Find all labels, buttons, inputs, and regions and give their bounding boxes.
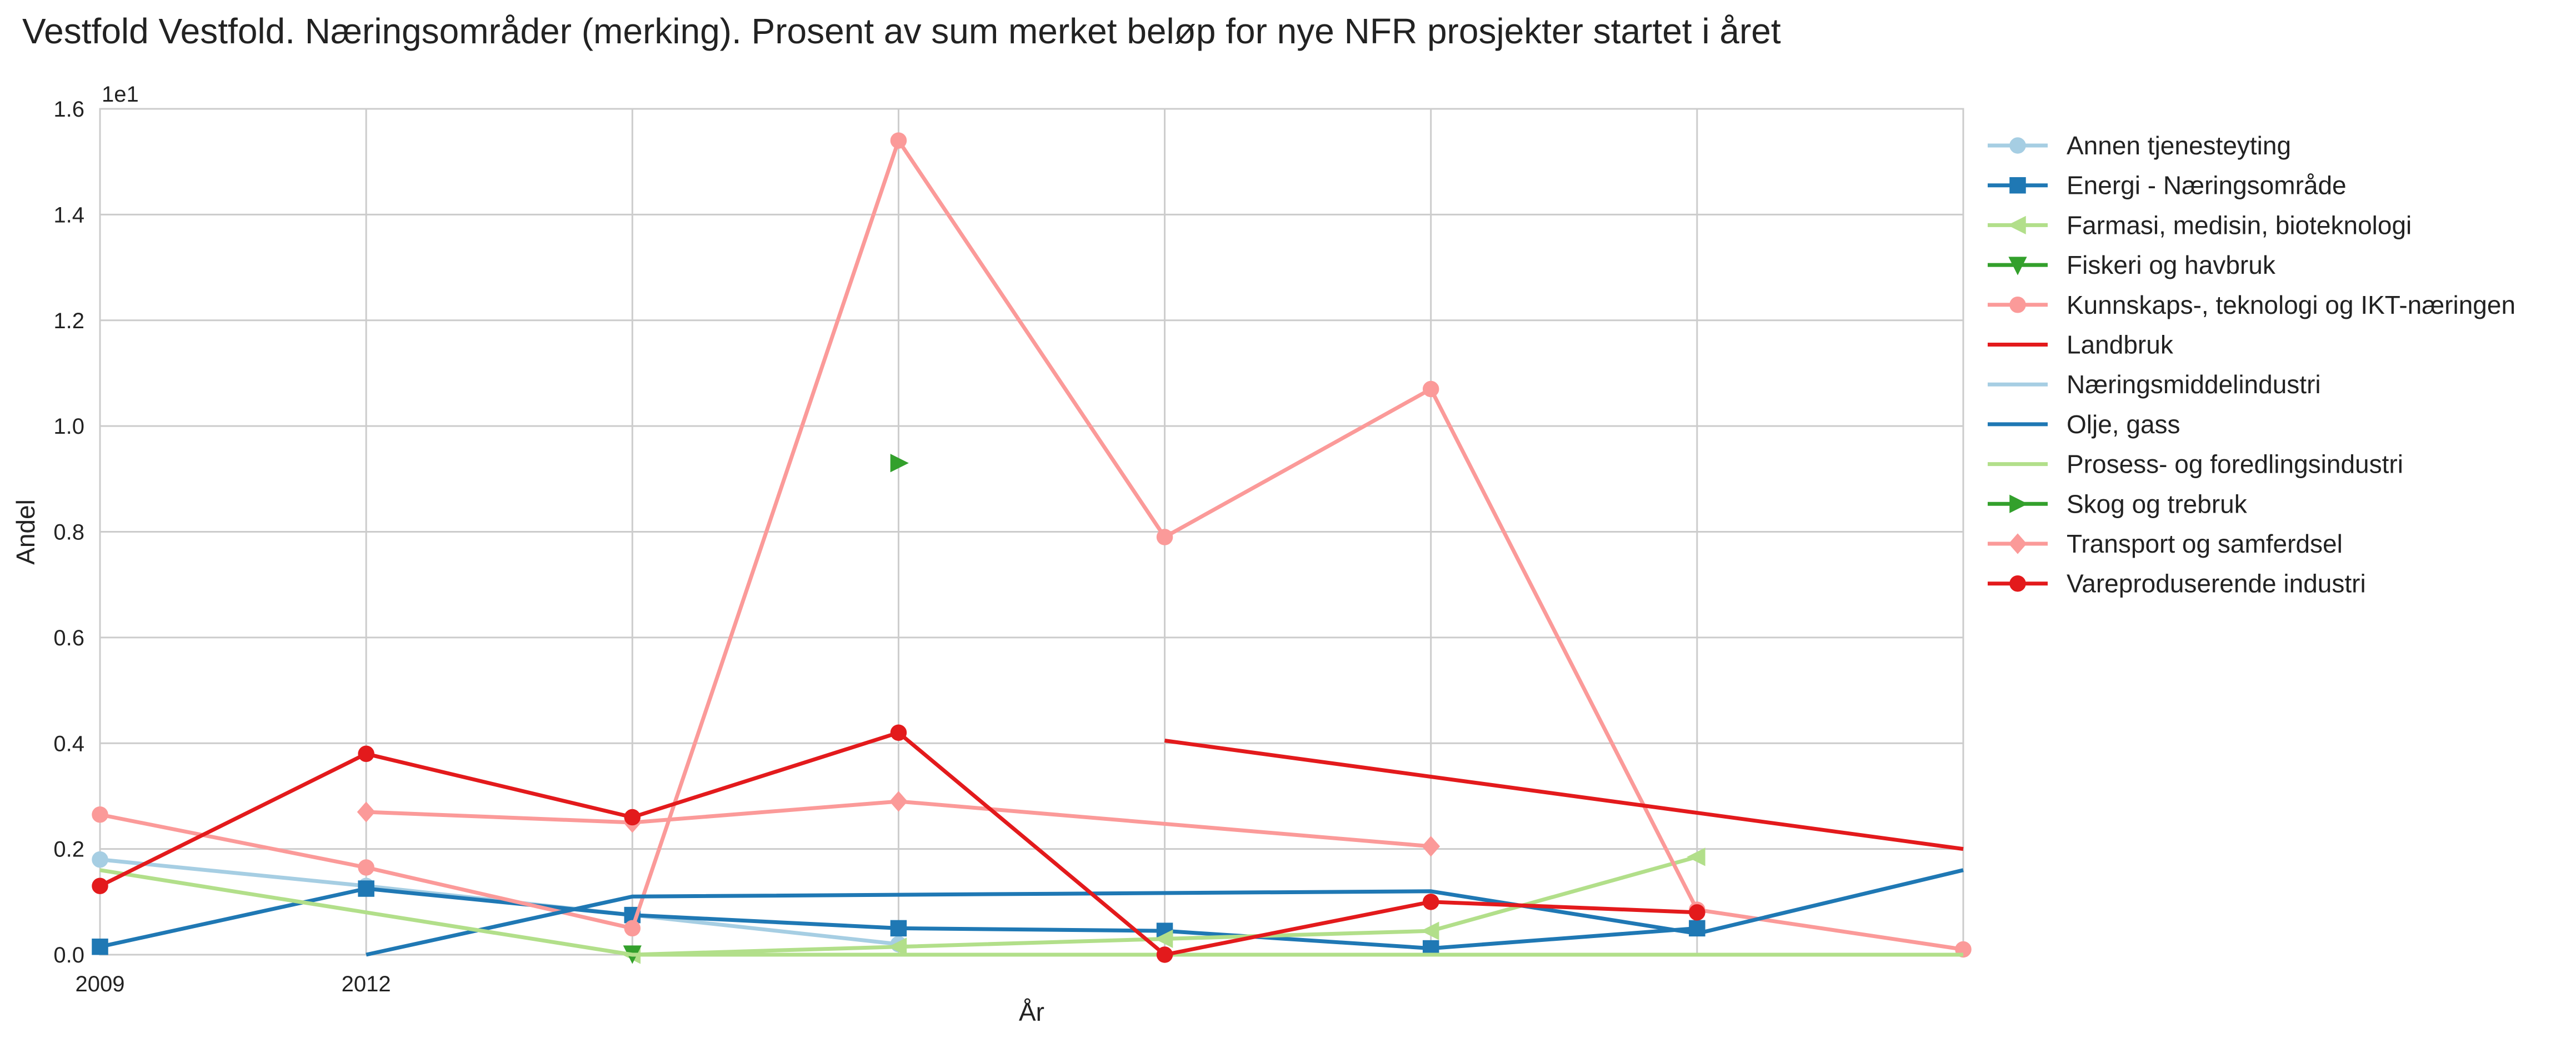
legend-marker — [2009, 575, 2026, 592]
legend-label: Skog og trebruk — [2067, 489, 2248, 518]
y-tick-label: 1.6 — [53, 97, 84, 122]
legend-item-olje-gass: Olje, gass — [1988, 410, 2180, 439]
data-point-energi-n-ringsomrade — [92, 938, 108, 955]
legend-label: Farmasi, medisin, bioteknologi — [2067, 210, 2412, 239]
data-point-vareproduserende-industri — [92, 877, 108, 895]
legend-label: Næringsmiddelindustri — [2067, 370, 2321, 399]
legend-label: Annen tjenesteyting — [2067, 131, 2291, 160]
legend-label: Olje, gass — [2067, 410, 2180, 439]
tick-labels: 0.0 0.2 0.4 0.6 0.8 1.0 1.2 1.4 1.6 2009 2012 — [53, 97, 391, 996]
legend-marker — [2009, 137, 2026, 154]
legend-item-landbruk: Landbruk — [1988, 330, 2174, 359]
data-point-transport-og-samferdsel — [889, 791, 908, 812]
chart-title: Vestfold Vestfold. Næringsområder (merki… — [22, 11, 1781, 51]
legend: Annen tjenesteyting Energi - Næringsområd… — [1988, 131, 2515, 598]
data-point-vareproduserende-industri — [890, 724, 907, 741]
legend-item-n-ringsmiddelindustri: Næringsmiddelindustri — [1988, 370, 2321, 399]
legend-label: Transport og samferdsel — [2067, 529, 2343, 558]
data-point-vareproduserende-industri — [1156, 946, 1173, 963]
series-vareproduserende-industri — [92, 724, 1705, 963]
y-tick-label: 1.4 — [53, 203, 84, 227]
data-point-farmasi-medisin-bioteknologi — [1154, 929, 1173, 949]
x-tick-label: 2012 — [342, 972, 391, 996]
series-landbruk — [1164, 739, 1964, 851]
data-point-kunnskaps-teknologi-og-ikt-n-ringen — [890, 132, 907, 149]
y-tick-label: 1.2 — [53, 309, 84, 333]
data-point-vareproduserende-industri — [358, 745, 374, 763]
legend-item-fiskeri-og-havbruk: Fiskeri og havbruk — [1988, 250, 2276, 279]
series-layer — [92, 132, 1972, 964]
legend-marker — [2007, 215, 2026, 235]
legend-label: Landbruk — [2067, 330, 2174, 359]
data-point-energi-n-ringsomrade — [890, 920, 907, 937]
legend-item-energi-n-ringsomrade: Energi - Næringsområde — [1988, 171, 2347, 200]
legend-label: Kunnskaps-, teknologi og IKT-næringen — [2067, 290, 2515, 319]
data-point-farmasi-medisin-bioteknologi — [1420, 921, 1439, 940]
legend-item-transport-og-samferdsel: Transport og samferdsel — [1988, 529, 2343, 558]
series-line-olje-gass — [366, 868, 1964, 957]
y-tick-label: 0.8 — [53, 520, 84, 545]
data-point-transport-og-samferdsel — [357, 801, 376, 823]
data-point-farmasi-medisin-bioteknologi — [1687, 848, 1705, 866]
data-point-vareproduserende-industri — [1422, 894, 1439, 910]
legend-label: Fiskeri og havbruk — [2067, 250, 2276, 279]
legend-label: Prosess- og foredlingsindustri — [2067, 450, 2403, 479]
legend-label: Energi - Næringsområde — [2067, 171, 2347, 200]
data-point-energi-n-ringsomrade — [358, 880, 374, 897]
legend-item-prosess-og-foredlingsindustri: Prosess- og foredlingsindustri — [1988, 450, 2403, 479]
y-multiplier-label: 1e1 — [102, 82, 139, 107]
y-axis-label: Andel — [11, 499, 40, 565]
y-tick-label: 1.0 — [53, 414, 84, 439]
legend-marker — [2009, 177, 2026, 194]
x-tick-label: 2009 — [76, 972, 125, 996]
y-tick-label: 0.6 — [53, 626, 84, 650]
legend-marker — [2008, 257, 2027, 275]
data-point-kunnskaps-teknologi-og-ikt-n-ringen — [624, 920, 641, 937]
data-point-kunnskaps-teknologi-og-ikt-n-ringen — [1156, 529, 1173, 545]
data-point-kunnskaps-teknologi-og-ikt-n-ringen — [92, 806, 108, 823]
legend-item-vareproduserende-industri: Vareproduserende industri — [1988, 569, 2366, 598]
data-point-vareproduserende-industri — [1689, 904, 1705, 921]
data-point-annen-tjenesteyting — [92, 851, 108, 868]
data-point-skog-og-trebruk — [890, 454, 909, 473]
data-point-kunnskaps-teknologi-og-ikt-n-ringen — [358, 859, 374, 876]
series-energi-n-ringsomrade — [92, 880, 1705, 957]
legend-marker — [2008, 533, 2027, 554]
series-line-landbruk — [1164, 739, 1964, 851]
data-point-farmasi-medisin-bioteknologi — [888, 937, 907, 956]
series-line-transport-og-samferdsel — [366, 799, 1432, 849]
series-skog-og-trebruk — [890, 454, 909, 473]
y-tick-label: 0.4 — [53, 731, 84, 756]
series-prosess-og-foredlingsindustri — [99, 868, 1963, 957]
y-tick-label: 0.2 — [53, 838, 84, 862]
series-olje-gass — [366, 868, 1964, 957]
series-line-prosess-og-foredlingsindustri — [99, 868, 1963, 957]
data-point-transport-og-samferdsel — [1422, 836, 1440, 857]
legend-item-farmasi-medisin-bioteknologi: Farmasi, medisin, bioteknologi — [1988, 210, 2412, 239]
legend-item-kunnskaps-teknologi-og-ikt-n-ringen: Kunnskaps-, teknologi og IKT-næringen — [1988, 290, 2515, 319]
data-point-vareproduserende-industri — [624, 809, 641, 826]
legend-label: Vareproduserende industri — [2067, 569, 2366, 598]
legend-item-skog-og-trebruk: Skog og trebruk — [1988, 489, 2248, 518]
legend-marker — [2009, 297, 2026, 313]
data-point-kunnskaps-teknologi-og-ikt-n-ringen — [1422, 380, 1439, 398]
y-tick-label: 0.0 — [53, 943, 84, 967]
legend-item-annen-tjenesteyting: Annen tjenesteyting — [1988, 131, 2291, 160]
x-axis-label: År — [1019, 997, 1044, 1026]
legend-marker — [2009, 494, 2028, 513]
series-line-kunnskaps-teknologi-og-ikt-n-ringen — [99, 138, 1964, 951]
